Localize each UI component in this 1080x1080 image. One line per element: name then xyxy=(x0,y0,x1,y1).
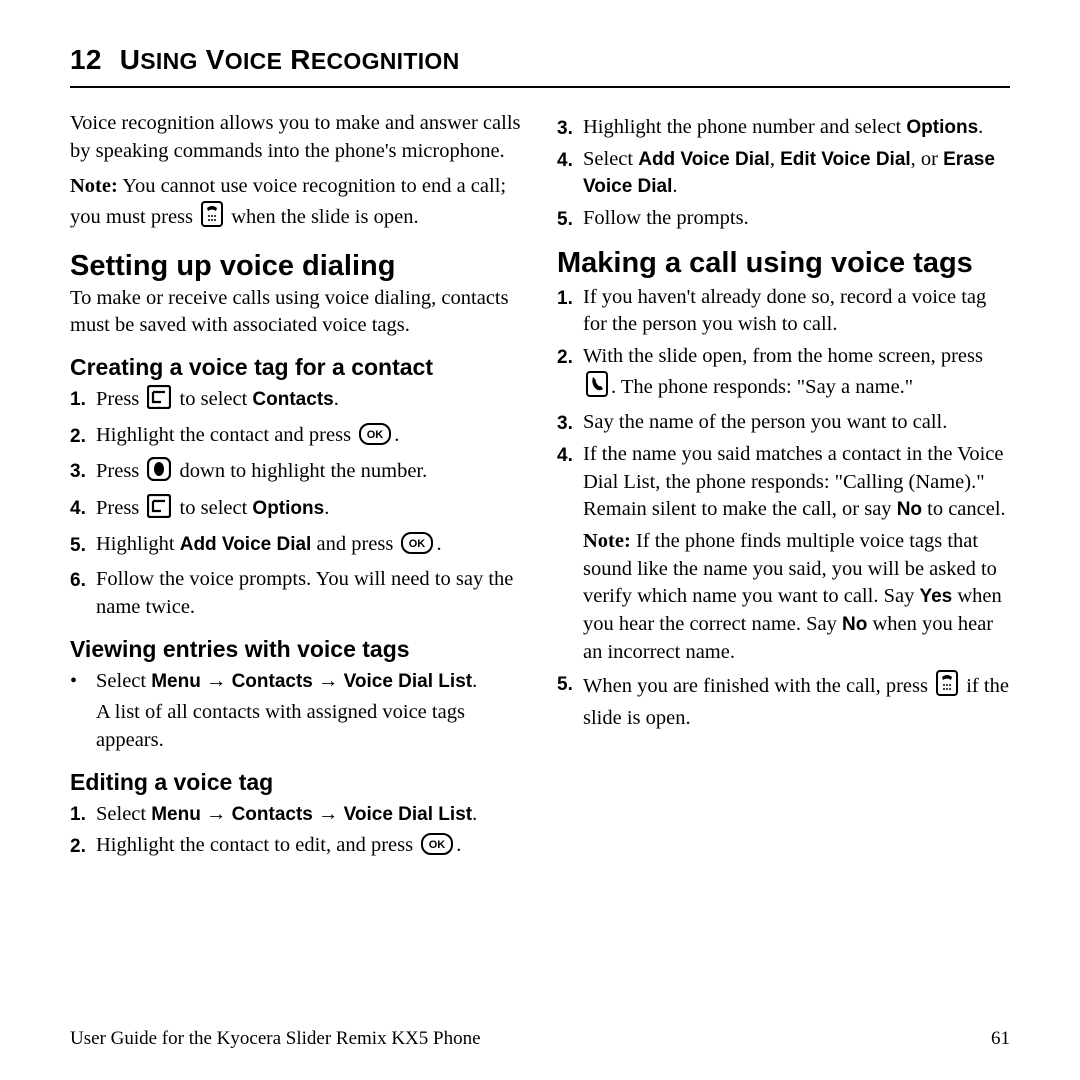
editing-steps-continued: 3.Highlight the phone number and select … xyxy=(557,114,1010,233)
ok-key-icon xyxy=(401,532,433,563)
page-footer: User Guide for the Kyocera Slider Remix … xyxy=(70,1028,1010,1050)
editing-steps: 1.Select Menu → Contacts → Voice Dial Li… xyxy=(70,800,523,864)
end-key-icon xyxy=(201,201,223,236)
footer-guide-title: User Guide for the Kyocera Slider Remix … xyxy=(70,1028,481,1050)
nav-key-icon xyxy=(147,457,171,490)
ok-key-icon xyxy=(359,423,391,454)
footer-page-number: 61 xyxy=(991,1028,1010,1050)
heading-editing: Editing a voice tag xyxy=(70,769,523,796)
viewing-list: • Select Menu → Contacts → Voice Dial Li… xyxy=(70,667,523,755)
soft-key-icon xyxy=(147,494,171,527)
intro-paragraph: Voice recognition allows you to make and… xyxy=(70,110,523,165)
chapter-number: 12 xyxy=(70,44,102,75)
chapter-name: USING VOICE RECOGNITION xyxy=(120,44,460,75)
end-key-icon xyxy=(936,670,958,705)
heading-setting-up: Setting up voice dialing xyxy=(70,250,523,283)
heading-viewing: Viewing entries with voice tags xyxy=(70,636,523,663)
creating-steps: 1.Press to select Contacts. 2.Highlight … xyxy=(70,385,523,622)
right-column: 3.Highlight the phone number and select … xyxy=(557,110,1010,1008)
chapter-heading: 12 USING VOICE RECOGNITION xyxy=(70,44,1010,88)
soft-key-icon xyxy=(147,385,171,418)
setting-paragraph: To make or receive calls using voice dia… xyxy=(70,285,523,340)
heading-making-call: Making a call using voice tags xyxy=(557,247,1010,280)
call-key-icon xyxy=(586,371,608,406)
making-steps: 1.If you haven't already done so, record… xyxy=(557,284,1010,733)
heading-creating: Creating a voice tag for a contact xyxy=(70,354,523,381)
left-column: Voice recognition allows you to make and… xyxy=(70,110,523,1008)
note-paragraph: Note: You cannot use voice recognition t… xyxy=(70,173,523,235)
ok-key-icon xyxy=(421,833,453,864)
